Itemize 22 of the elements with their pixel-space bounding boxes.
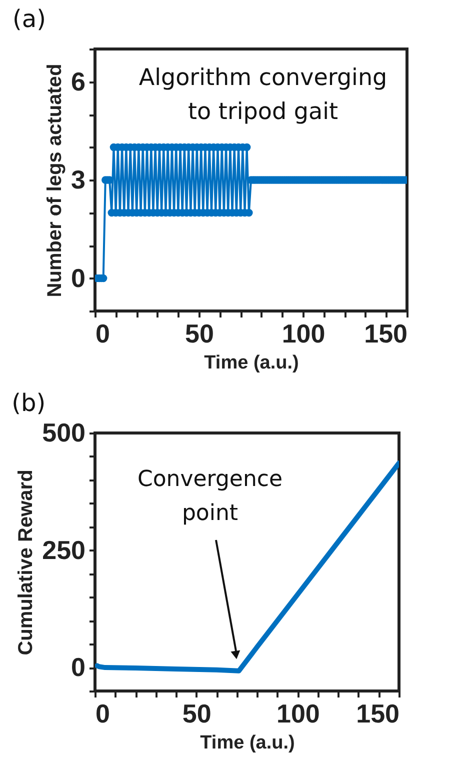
y-tick-label: 250 <box>42 534 86 565</box>
x-tick-label: 100 <box>276 698 320 728</box>
x-axis-title: Time (a.u.) <box>204 352 299 374</box>
x-tick-label: 50 <box>185 318 214 348</box>
chart-title: (a) <box>12 5 46 33</box>
chart-title: (b) <box>12 389 46 417</box>
annotation: Convergence point <box>137 467 283 526</box>
x-tick-label: 50 <box>182 698 212 728</box>
y-tick-label: 0 <box>71 262 86 293</box>
y-axis-title: Number of legs actuated <box>44 64 66 298</box>
y-tick-label: 6 <box>71 66 86 96</box>
x-axis-title: Time (a.u.) <box>200 732 295 754</box>
x-tick-label: 0 <box>96 698 110 728</box>
x-tick-label: 100 <box>282 318 326 348</box>
x-tick-label: 0 <box>96 318 110 348</box>
y-tick-label: 3 <box>71 164 86 194</box>
x-tick-label: 150 <box>356 698 400 728</box>
y-tick-label: 0 <box>71 652 86 682</box>
x-tick-label: 150 <box>364 318 408 348</box>
annotation: Algorithm converging to tripod gait <box>138 65 388 125</box>
y-axis-title: Cumulative Reward <box>15 470 38 656</box>
y-tick-label: 500 <box>42 418 86 448</box>
